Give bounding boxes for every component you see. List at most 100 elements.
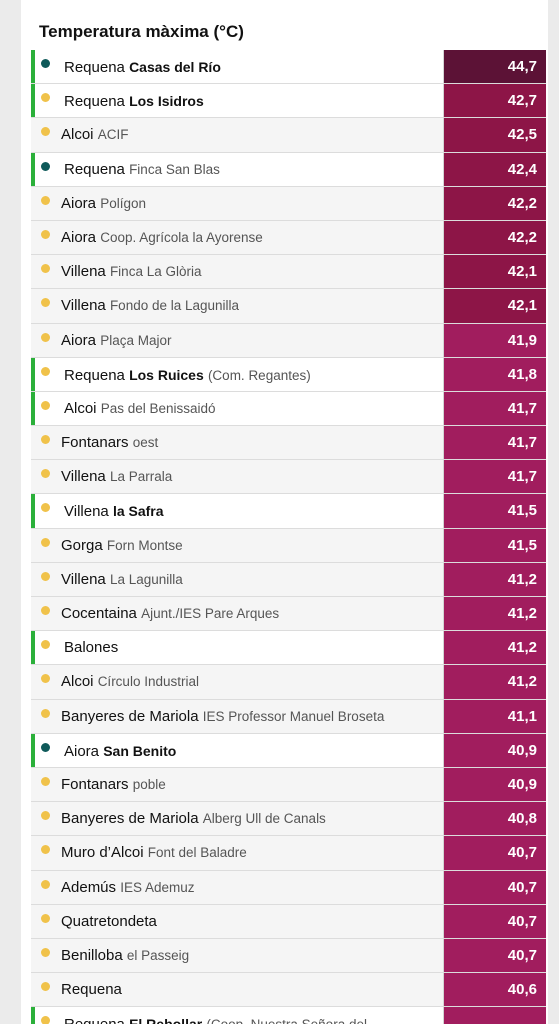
station-cell: Banyeres de Mariola Alberg Ull de Canals xyxy=(31,802,444,836)
yellow-dot-icon xyxy=(41,1016,50,1024)
temperature-value: 41,2 xyxy=(444,665,546,699)
temperature-value: 41,2 xyxy=(444,631,546,665)
station-label: Requena El Rebollar (Coop. Nuestra Señor… xyxy=(64,1015,367,1024)
table-row: Villena la Safra 41,5 xyxy=(31,494,546,529)
place-name: Requena xyxy=(64,1016,125,1024)
temperature-value: 42,2 xyxy=(444,220,546,255)
place-name: Alcoi xyxy=(61,126,94,144)
table-row: Banyeres de Mariola IES Professor Manuel… xyxy=(31,699,546,734)
station-label: Requena Los Ruices (Com. Regantes) xyxy=(64,366,311,385)
table-row: Aiora Polígon 42,2 xyxy=(31,186,546,221)
yellow-dot-icon xyxy=(41,93,50,103)
station-cell: Aiora Polígon xyxy=(31,186,444,220)
station-label: Aiora San Benito xyxy=(64,742,176,761)
station-label: Banyeres de Mariola Alberg Ull de Canals xyxy=(61,810,326,828)
yellow-dot-icon xyxy=(41,879,50,889)
yellow-dot-icon xyxy=(41,537,50,547)
place-name: Villena xyxy=(61,297,106,315)
place-name: Aiora xyxy=(64,742,100,760)
temperature-value: 44,7 xyxy=(444,50,546,84)
highlight-bar xyxy=(31,1007,35,1024)
station-name: La Lagunilla xyxy=(109,571,183,587)
temperature-value: 42,4 xyxy=(444,152,546,186)
table-row: Alcoi Pas del Benissaidó 41,7 xyxy=(31,391,546,427)
station-cell: Banyeres de Mariola IES Professor Manuel… xyxy=(31,699,444,733)
yellow-dot-icon xyxy=(41,332,50,342)
temperature-value: 42,1 xyxy=(444,289,546,323)
temperature-value: 41,9 xyxy=(444,323,546,357)
station-label: Banyeres de Mariola IES Professor Manuel… xyxy=(61,708,384,726)
yellow-dot-icon xyxy=(41,127,50,137)
place-name: Cocentaina xyxy=(61,605,137,622)
place-name: Villena xyxy=(61,570,106,588)
place-name: Villena xyxy=(64,503,109,521)
station-name: oest xyxy=(132,435,159,451)
yellow-dot-icon xyxy=(41,503,50,513)
station-cell: Muro d’Alcoi Font del Baladre xyxy=(31,836,444,870)
station-label: Aiora Plaça Major xyxy=(61,332,171,350)
yellow-dot-icon xyxy=(41,264,50,274)
station-name: Los Isidros xyxy=(129,93,204,110)
station-cell: Gorga Forn Montse xyxy=(31,528,444,562)
table-row: Villena La Parrala 41,7 xyxy=(31,460,546,495)
yellow-dot-icon xyxy=(41,913,50,923)
place-name: Requena xyxy=(64,93,125,111)
station-label: Requena Casas del Río xyxy=(64,58,221,77)
highlight-bar xyxy=(31,631,35,665)
station-name: Ajunt./IES Pare Arques xyxy=(141,606,280,621)
station-cell: Requena Casas del Río xyxy=(31,50,444,84)
table-row: Benilloba el Passeig 40,7 xyxy=(31,938,546,974)
station-label: Villena La Parrala xyxy=(61,468,172,486)
station-cell: Villena La Parrala xyxy=(31,460,444,494)
station-label: Cocentaina Ajunt./IES Pare Arques xyxy=(61,605,279,623)
temperature-value: 41,1 xyxy=(444,699,546,733)
station-cell: Villena Finca La Glòria xyxy=(31,255,444,289)
station-name: poble xyxy=(132,776,166,792)
yellow-dot-icon xyxy=(41,571,50,581)
yellow-dot-icon xyxy=(41,982,50,992)
highlight-bar xyxy=(31,152,35,186)
table-row: Alcoi Círculo Industrial 41,2 xyxy=(31,665,546,700)
station-label: Quatretondeta xyxy=(61,913,157,931)
temperature-value: 41,2 xyxy=(444,562,546,596)
temperature-value: 40,7 xyxy=(444,904,546,938)
place-name: Villena xyxy=(61,468,106,486)
table-row: Requena 40,6 xyxy=(31,973,546,1008)
place-name: Aiora xyxy=(61,228,97,246)
place-name: Alcoi xyxy=(61,673,94,691)
temperature-value: 41,5 xyxy=(444,494,546,528)
teal-dot-icon xyxy=(41,59,50,68)
temperature-value: 42,1 xyxy=(444,255,546,289)
station-name: Fondo de la Lagunilla xyxy=(109,298,240,314)
yellow-dot-icon xyxy=(41,776,50,786)
table-row: Aiora Coop. Agrícola la Ayorense 42,2 xyxy=(31,220,546,256)
table-row: Banyeres de Mariola Alberg Ull de Canals… xyxy=(31,802,546,837)
station-name: Alberg Ull de Canals xyxy=(202,811,326,827)
yellow-dot-icon xyxy=(41,195,50,205)
station-cell: Alcoi Pas del Benissaidó xyxy=(31,391,444,426)
station-cell: Cocentaina Ajunt./IES Pare Arques xyxy=(31,597,444,631)
temperature-value: 41,5 xyxy=(444,528,546,562)
temperature-value: 41,7 xyxy=(444,460,546,494)
station-cell: Balones xyxy=(31,631,444,665)
yellow-dot-icon xyxy=(41,674,50,684)
station-label: Muro d’Alcoi Font del Baladre xyxy=(61,844,247,862)
station-cell: Requena Los Isidros xyxy=(31,84,444,118)
table-row: Quatretondeta 40,7 xyxy=(31,904,546,939)
station-cell: Ademús IES Ademuz xyxy=(31,870,444,904)
temperature-value: 40,6 xyxy=(444,973,546,1007)
station-cell: Aiora Coop. Agrícola la Ayorense xyxy=(31,220,444,255)
yellow-dot-icon xyxy=(41,640,50,650)
highlight-bar xyxy=(31,494,35,528)
station-cell: Villena Fondo de la Lagunilla xyxy=(31,289,444,323)
temperature-value: 40,7 xyxy=(444,870,546,904)
temperature-value xyxy=(444,1007,546,1024)
station-cell: Aiora Plaça Major xyxy=(31,323,444,357)
yellow-dot-icon xyxy=(41,229,50,239)
table-row: Requena Casas del Río 44,7 xyxy=(31,50,546,85)
station-name: Los Ruices xyxy=(129,366,204,383)
station-label: Aiora Polígon xyxy=(61,195,146,213)
place-name: Banyeres de Mariola xyxy=(61,707,199,725)
station-cell: Requena El Rebollar (Coop. Nuestra Señor… xyxy=(31,1007,444,1024)
place-name: Requena xyxy=(64,59,125,76)
